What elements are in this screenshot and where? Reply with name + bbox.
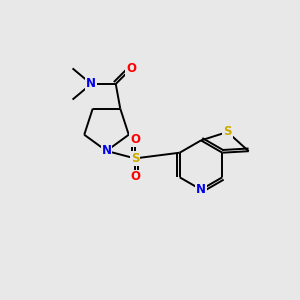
Text: N: N — [101, 144, 112, 158]
Text: O: O — [130, 133, 140, 146]
Text: N: N — [86, 77, 96, 91]
Text: O: O — [130, 170, 140, 184]
Text: O: O — [126, 62, 136, 75]
Text: S: S — [223, 125, 232, 139]
Text: S: S — [131, 152, 139, 165]
Text: N: N — [196, 183, 206, 196]
